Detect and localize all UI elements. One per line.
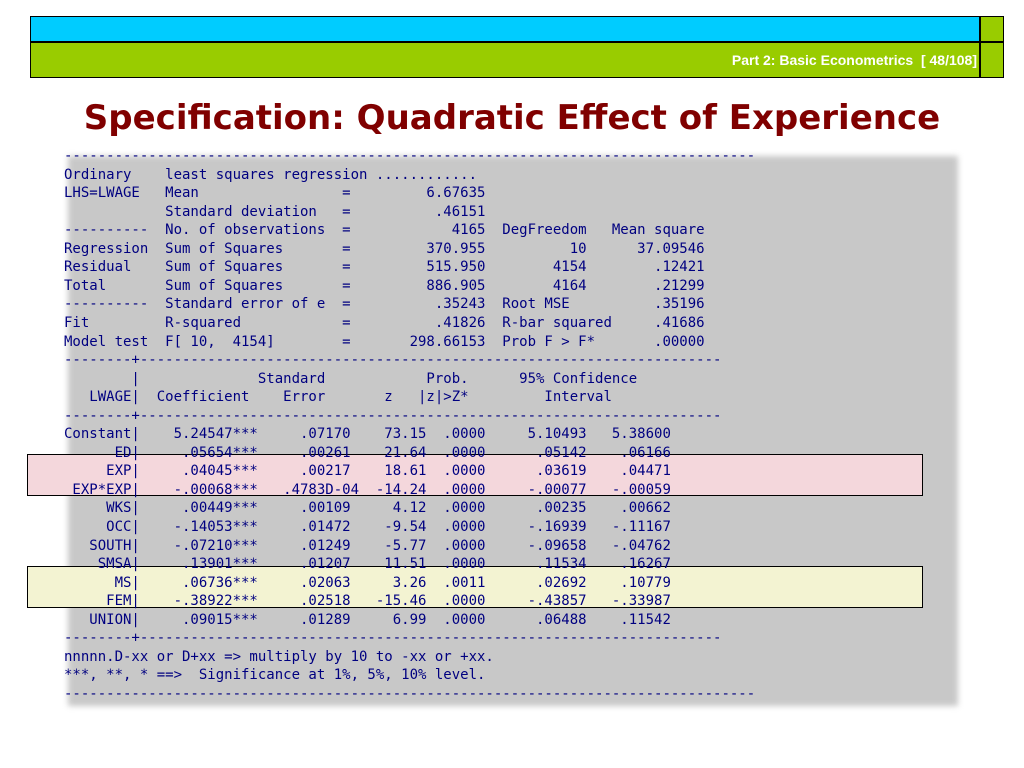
output-line: SMSA| .13901*** .01207 11.51 .0000 .1153… <box>64 556 671 573</box>
highlight-exp-rows <box>27 454 923 496</box>
regression-output-panel: ----------------------------------------… <box>60 148 946 698</box>
output-line: MS| .06736*** .02063 3.26 .0011 .02692 .… <box>64 574 671 591</box>
part-label: Part 2: Basic Econometrics [ 48/108] <box>731 52 977 68</box>
output-line: Fit R-squared = .41826 R-bar squared .41… <box>64 314 705 331</box>
header-band-top <box>30 16 980 42</box>
output-line: --------+-------------------------------… <box>64 407 722 424</box>
output-line: | Standard Prob. 95% Confidence <box>64 370 638 387</box>
output-line: ***, **, * ==> Significance at 1%, 5%, 1… <box>64 667 486 684</box>
output-line: Regression Sum of Squares = 370.955 10 3… <box>64 240 705 257</box>
header-band: Part 2: Basic Econometrics [ 48/108] <box>30 42 980 78</box>
output-line: EXP*EXP| -.00068*** .4783D-04 -14.24 .00… <box>64 481 671 498</box>
slide-title: Specification: Quadratic Effect of Exper… <box>83 98 941 138</box>
output-line: Ordinary least squares regression ......… <box>64 166 478 183</box>
output-line: Model test F[ 10, 4154] = 298.66153 Prob… <box>64 333 705 350</box>
output-line: nnnnn.D-xx or D+xx => multiply by 10 to … <box>64 648 494 665</box>
output-line: SOUTH| -.07210*** .01249 -5.77 .0000 -.0… <box>64 537 671 554</box>
output-line: --------+-------------------------------… <box>64 352 722 369</box>
header-corner-top <box>980 16 1004 42</box>
output-line: EXP| .04045*** .00217 18.61 .0000 .03619… <box>64 463 671 480</box>
output-line: ----------------------------------------… <box>64 685 756 698</box>
output-line: UNION| .09015*** .01289 6.99 .0000 .0648… <box>64 611 671 628</box>
output-line: Total Sum of Squares = 886.905 4164 .212… <box>64 277 705 294</box>
output-line: Standard deviation = .46151 <box>64 203 486 220</box>
panel-shadow <box>68 156 958 706</box>
header-corner <box>980 42 1004 78</box>
output-line: ----------------------------------------… <box>64 148 756 164</box>
output-line: Residual Sum of Squares = 515.950 4154 .… <box>64 259 705 276</box>
output-line: WKS| .00449*** .00109 4.12 .0000 .00235 … <box>64 500 671 517</box>
output-line: LHS=LWAGE Mean = 6.67635 <box>64 185 486 202</box>
output-line: ---------- Standard error of e = .35243 … <box>64 296 705 313</box>
output-line: ED| .05654*** .00261 21.64 .0000 .05142 … <box>64 444 671 461</box>
highlight-ms-fem-rows <box>27 566 923 608</box>
output-line: FEM| -.38922*** .02518 -15.46 .0000 -.43… <box>64 593 671 610</box>
output-line: ---------- No. of observations = 4165 De… <box>64 222 705 239</box>
output-line: --------+-------------------------------… <box>64 630 722 647</box>
output-line: Constant| 5.24547*** .07170 73.15 .0000 … <box>64 426 671 443</box>
output-line: OCC| -.14053*** .01472 -9.54 .0000 -.169… <box>64 519 671 535</box>
output-line: LWAGE| Coefficient Error z |z|>Z* Interv… <box>64 389 612 406</box>
